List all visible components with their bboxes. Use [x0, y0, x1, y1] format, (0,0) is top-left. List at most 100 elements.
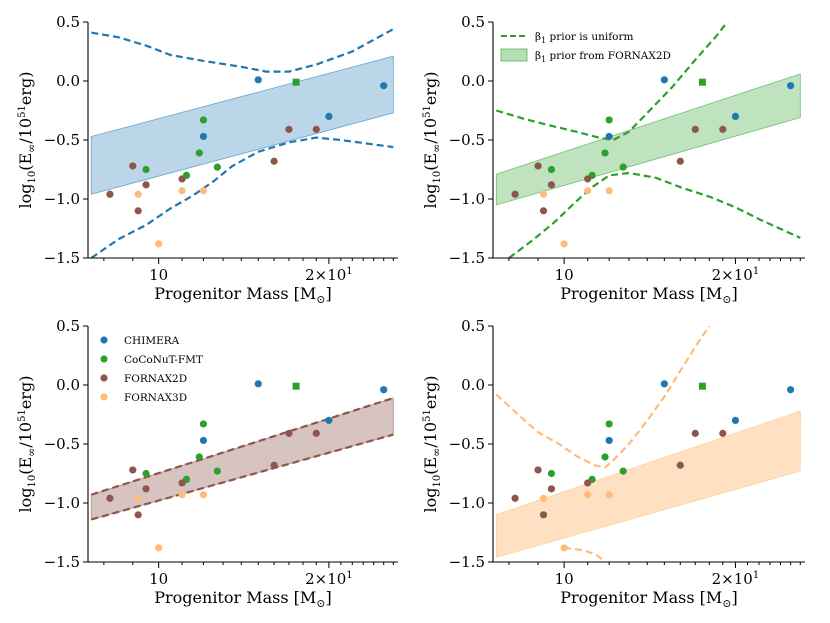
point-fornax2d-2: [134, 207, 142, 215]
point-fornax2d-0: [511, 190, 519, 198]
point-chimera-2: [731, 112, 740, 120]
point-chimera-3: [380, 386, 388, 394]
y-tick-label: 0.5: [56, 13, 80, 31]
point-fornax2d-1: [129, 162, 137, 170]
point-coconut-fmt-3: [199, 116, 208, 124]
point-chimera-3: [380, 82, 388, 90]
y-tick-label: −1.5: [44, 249, 80, 267]
point-fornax3d-2: [178, 491, 186, 499]
x-tick-label: 2×101: [305, 266, 353, 284]
point-fornax2d-5: [270, 157, 278, 165]
point-fornax2d-1: [129, 466, 137, 474]
point-fornax2d-6: [691, 125, 699, 133]
dashed-bound-1: [90, 136, 394, 258]
y-tick-label: −1.5: [44, 553, 80, 571]
plot-area: [90, 28, 394, 258]
point-chimera-2: [325, 416, 333, 424]
point-fornax2d-3: [547, 485, 556, 493]
y-tick-label: −1.5: [449, 249, 485, 267]
point-fornax2d-7: [312, 429, 320, 437]
point-fornax3d-0: [134, 190, 142, 198]
y-tick-label: −0.5: [449, 435, 485, 453]
point-fornax3d-3: [199, 491, 208, 499]
legend-dot-swatch: [100, 336, 108, 344]
legend-entry: β1 prior is uniform: [501, 31, 633, 45]
point-fornax3d-0: [539, 190, 548, 198]
point-coconut-fmt-4: [619, 163, 627, 171]
point-fornax2d-2: [539, 207, 548, 215]
point-chimera_square-0: [292, 78, 300, 86]
point-coconut-fmt-4: [213, 163, 221, 171]
point-chimera-1: [254, 380, 262, 388]
point-coconut-fmt-3: [605, 420, 613, 428]
point-fornax3d-1: [155, 544, 163, 552]
point-fornax3d-1: [560, 544, 568, 552]
dashed-bound-1: [90, 396, 394, 496]
point-fornax2d-7: [719, 429, 727, 437]
y-tick-label: −0.5: [44, 435, 80, 453]
legend-label: CHIMERA: [124, 335, 180, 347]
point-fornax3d-2: [178, 187, 186, 195]
point-chimera-2: [325, 112, 333, 120]
point-fornax3d-3: [199, 187, 208, 195]
point-fornax2d-0: [106, 190, 114, 198]
legend-entry: CoCoNuT-FMT: [100, 354, 203, 366]
point-fornax2d-2: [539, 511, 548, 519]
point-chimera-2: [731, 416, 740, 424]
plot-area: [90, 380, 394, 552]
point-chimera-3: [786, 386, 795, 394]
legend-dot-swatch: [100, 393, 108, 401]
y-tick-label: −1.0: [449, 190, 485, 208]
y-tick-label: −1.0: [449, 494, 485, 512]
y-axis-label: log10(E∞/1051erg): [16, 376, 38, 513]
y-tick-label: −0.5: [44, 131, 80, 149]
point-coconut-fmt-2: [601, 149, 609, 157]
point-chimera-0: [199, 132, 208, 141]
dashed-bound-1: [563, 546, 606, 562]
point-fornax2d-4: [584, 479, 592, 487]
point-fornax2d-5: [270, 461, 278, 469]
point-fornax2d-1: [534, 162, 542, 170]
point-chimera-1: [254, 76, 262, 84]
y-tick-label: 0.0: [461, 376, 485, 394]
plot-area: [495, 326, 801, 562]
x-tick-label: 10: [149, 266, 168, 284]
y-tick-label: −0.5: [449, 131, 485, 149]
credible-band: [495, 410, 801, 558]
legend-entry: β1 prior from FORNAX2D: [500, 48, 671, 64]
point-coconut-fmt-3: [605, 116, 613, 124]
credible-band: [90, 55, 394, 195]
plot-area: [495, 22, 801, 258]
point-coconut-fmt-3: [199, 420, 208, 428]
point-fornax2d-5: [676, 157, 684, 165]
y-tick-label: −1.0: [44, 190, 80, 208]
point-fornax3d-0: [134, 494, 142, 502]
point-fornax3d-2: [584, 491, 592, 499]
point-fornax3d-3: [605, 491, 613, 499]
point-fornax2d-6: [691, 429, 699, 437]
x-tick-label: 10: [149, 570, 168, 588]
point-chimera-3: [786, 82, 795, 90]
dashed-bound-0: [91, 28, 394, 73]
point-chimera-0: [605, 132, 613, 141]
legend-label: β1 prior from FORNAX2D: [535, 50, 671, 64]
y-tick-label: 0.0: [56, 376, 80, 394]
dashed-bound-0: [495, 326, 711, 469]
x-axis-label: Progenitor Mass [M⊙]: [560, 284, 738, 306]
x-axis-label: Progenitor Mass [M⊙]: [154, 588, 332, 610]
point-coconut-fmt-2: [195, 149, 203, 157]
x-tick-label: 2×101: [712, 266, 760, 284]
point-fornax2d-7: [312, 125, 320, 133]
point-chimera-0: [199, 436, 208, 445]
point-fornax3d-0: [539, 494, 548, 502]
point-chimera_square-0: [698, 382, 706, 390]
x-tick-label: 2×101: [305, 570, 353, 588]
point-fornax3d-2: [584, 187, 592, 195]
y-tick-label: 0.5: [461, 13, 485, 31]
legend-entry: CHIMERA: [100, 335, 180, 347]
point-fornax2d-3: [547, 181, 556, 189]
point-chimera-1: [660, 380, 668, 388]
